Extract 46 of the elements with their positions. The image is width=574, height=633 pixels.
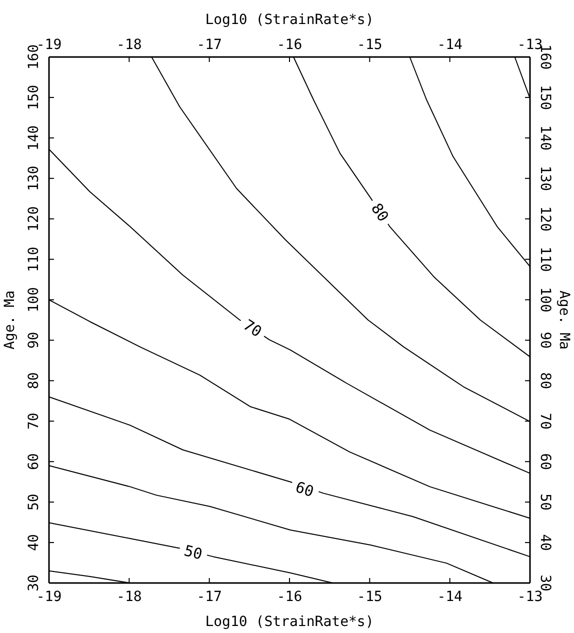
x2-tick-label: -13 (517, 588, 543, 605)
y2-tick-label: 80 (537, 372, 554, 390)
x-tick-label: -14 (437, 37, 462, 53)
y-tick-label: 90 (26, 332, 42, 349)
annotation: 80 (367, 200, 392, 226)
x-axis-title: Log10 (StrainRate*s) (205, 614, 374, 630)
y2-tick-label: 70 (537, 412, 554, 430)
y-tick-label: 130 (26, 166, 42, 192)
y-tick-label: 160 (26, 44, 42, 70)
y2-tick-label: 130 (537, 166, 554, 192)
y-tick-label: 100 (26, 287, 42, 312)
y2-tick-label: 120 (537, 206, 554, 232)
x2-tick-label: -18 (116, 588, 142, 605)
x-tick-label: -15 (357, 37, 382, 53)
x2-tick-label: -14 (437, 588, 462, 605)
annotation: 60 (293, 478, 316, 501)
y2-tick-label: 100 (537, 287, 554, 312)
y-tick-label: 140 (26, 125, 42, 151)
y-tick-label: 30 (26, 574, 42, 592)
y-tick-label: 50 (26, 494, 42, 511)
y2-tick-label: 60 (537, 453, 554, 470)
x2-tick-label: -15 (357, 588, 382, 605)
y-axis-title: Age. Ma (2, 290, 18, 350)
annotation: 70 (240, 316, 265, 341)
y2-axis-title: Age. Ma (556, 290, 572, 350)
x-tick-label: -16 (276, 37, 302, 53)
x2-axis-title: Log10 (StrainRate*s) (205, 12, 374, 28)
annotation: 50 (182, 542, 204, 564)
x2-tick-label: -16 (276, 588, 302, 605)
y2-tick-label: 140 (537, 125, 554, 151)
x-tick-label: -17 (196, 37, 222, 53)
y-tick-label: 80 (26, 372, 42, 390)
y2-tick-label: 150 (537, 84, 554, 110)
y-tick-label: 110 (26, 246, 42, 272)
y2-tick-label: 90 (537, 332, 554, 349)
y-tick-label: 150 (26, 84, 42, 110)
y2-tick-label: 30 (537, 574, 554, 592)
y-tick-label: 60 (26, 453, 42, 470)
x-tick-label: -18 (116, 37, 142, 53)
y-tick-label: 120 (26, 206, 42, 232)
x2-tick-label: -17 (196, 588, 222, 605)
y2-tick-label: 110 (537, 246, 554, 272)
y2-tick-label: 50 (537, 494, 554, 511)
y2-tick-label: 40 (537, 534, 554, 551)
y-tick-label: 40 (26, 534, 42, 551)
y-tick-label: 70 (26, 412, 42, 430)
